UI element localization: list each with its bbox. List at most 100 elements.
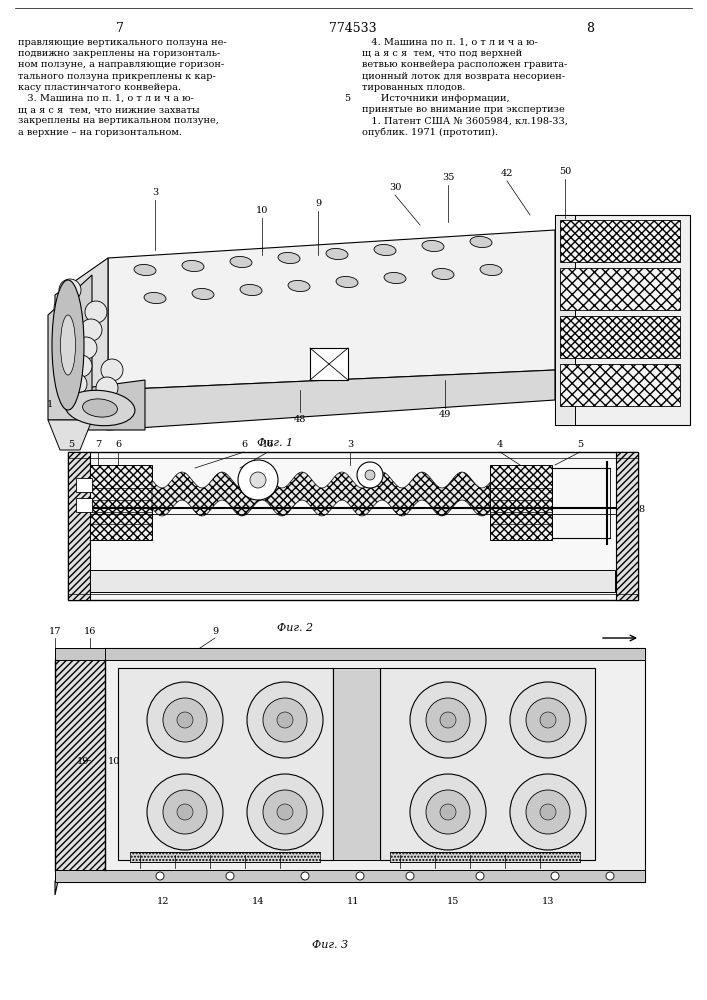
Text: 9: 9: [212, 627, 218, 636]
Bar: [90, 570, 615, 592]
Circle shape: [426, 790, 470, 834]
Text: а верхние – на горизонтальном.: а верхние – на горизонтальном.: [18, 128, 182, 137]
Text: Фиг. 2: Фиг. 2: [277, 623, 313, 633]
Circle shape: [147, 682, 223, 758]
Text: 774533: 774533: [329, 22, 377, 35]
Text: касу пластинчатого конвейера.: касу пластинчатого конвейера.: [18, 83, 181, 92]
Polygon shape: [55, 870, 645, 882]
Text: 2: 2: [65, 400, 71, 409]
Text: 10: 10: [256, 206, 268, 215]
Circle shape: [75, 337, 97, 359]
Circle shape: [177, 712, 193, 728]
Text: 12: 12: [157, 897, 169, 906]
Polygon shape: [55, 648, 645, 882]
Text: 6: 6: [115, 440, 121, 449]
Circle shape: [147, 774, 223, 850]
Circle shape: [238, 460, 278, 500]
Text: 3. Машина по п. 1, о т л и ч а ю-: 3. Машина по п. 1, о т л и ч а ю-: [18, 94, 194, 103]
Circle shape: [410, 774, 486, 850]
Circle shape: [606, 872, 614, 880]
Ellipse shape: [192, 288, 214, 300]
Bar: [76, 478, 92, 492]
Text: 42: 42: [501, 169, 513, 178]
Circle shape: [551, 872, 559, 880]
Text: 7: 7: [95, 440, 101, 449]
Bar: [552, 468, 610, 538]
Text: 5: 5: [577, 440, 583, 449]
Circle shape: [226, 872, 234, 880]
Circle shape: [526, 790, 570, 834]
Circle shape: [263, 698, 307, 742]
Circle shape: [406, 872, 414, 880]
Circle shape: [426, 698, 470, 742]
Polygon shape: [55, 370, 555, 430]
Text: 10: 10: [108, 758, 120, 766]
Ellipse shape: [480, 264, 502, 276]
Polygon shape: [55, 648, 105, 660]
Polygon shape: [55, 660, 105, 870]
Text: 49: 49: [439, 410, 451, 419]
Text: закреплены на вертикальном ползуне,: закреплены на вертикальном ползуне,: [18, 116, 219, 125]
Circle shape: [85, 301, 107, 323]
Text: Фиг. 3: Фиг. 3: [312, 940, 348, 950]
Bar: [90, 465, 152, 540]
Text: щ а я с я  тем, что нижние захваты: щ а я с я тем, что нижние захваты: [18, 105, 199, 114]
Circle shape: [440, 804, 456, 820]
Text: правляющие вертикального ползуна не-: правляющие вертикального ползуна не-: [18, 38, 227, 47]
Ellipse shape: [230, 256, 252, 268]
Text: щ а я с я  тем, что под верхней: щ а я с я тем, что под верхней: [362, 49, 522, 58]
Text: 3: 3: [152, 188, 158, 197]
Polygon shape: [48, 275, 92, 420]
Text: опублик. 1971 (прототип).: опублик. 1971 (прототип).: [362, 128, 498, 137]
Text: 7: 7: [116, 22, 124, 35]
Ellipse shape: [422, 240, 444, 252]
Circle shape: [440, 712, 456, 728]
Bar: [333, 668, 380, 860]
Text: ветвью конвейера расположен гравита-: ветвью конвейера расположен гравита-: [362, 60, 567, 69]
Polygon shape: [48, 420, 92, 450]
Circle shape: [357, 462, 383, 488]
Text: 1. Патент США № 3605984, кл.198-33,: 1. Патент США № 3605984, кл.198-33,: [362, 116, 568, 125]
Text: 17: 17: [49, 627, 62, 636]
Circle shape: [277, 804, 293, 820]
Bar: [68, 452, 90, 600]
Ellipse shape: [144, 292, 166, 304]
Circle shape: [247, 774, 323, 850]
Ellipse shape: [240, 284, 262, 296]
Circle shape: [510, 682, 586, 758]
Circle shape: [54, 297, 76, 319]
Text: 35: 35: [442, 173, 454, 182]
Text: Фиг. 1: Фиг. 1: [257, 438, 293, 448]
Bar: [390, 852, 580, 862]
Text: 19: 19: [77, 758, 89, 766]
Bar: [118, 668, 333, 860]
Ellipse shape: [83, 399, 117, 417]
Circle shape: [70, 355, 92, 377]
Circle shape: [540, 712, 556, 728]
Ellipse shape: [52, 280, 84, 410]
Bar: [616, 452, 638, 600]
Polygon shape: [108, 230, 555, 390]
Text: 4. Машина по п. 1, о т л и ч а ю-: 4. Машина по п. 1, о т л и ч а ю-: [362, 38, 538, 47]
Bar: [555, 215, 690, 425]
Text: ционный лоток для возврата несориен-: ционный лоток для возврата несориен-: [362, 72, 565, 81]
Ellipse shape: [470, 236, 492, 248]
Circle shape: [59, 279, 81, 301]
Circle shape: [476, 872, 484, 880]
Circle shape: [250, 472, 266, 488]
Polygon shape: [55, 648, 645, 660]
Bar: [380, 668, 595, 860]
Ellipse shape: [61, 315, 76, 375]
Ellipse shape: [374, 244, 396, 256]
Circle shape: [91, 395, 113, 417]
Circle shape: [301, 872, 309, 880]
Text: 13: 13: [542, 897, 554, 906]
Circle shape: [163, 790, 207, 834]
Text: тального ползуна прикреплены к кар-: тального ползуна прикреплены к кар-: [18, 72, 216, 81]
Text: 8: 8: [638, 506, 644, 514]
Text: 48: 48: [294, 415, 306, 424]
Ellipse shape: [134, 264, 156, 276]
Bar: [76, 498, 92, 512]
Polygon shape: [55, 648, 105, 895]
Text: 5: 5: [68, 440, 74, 449]
